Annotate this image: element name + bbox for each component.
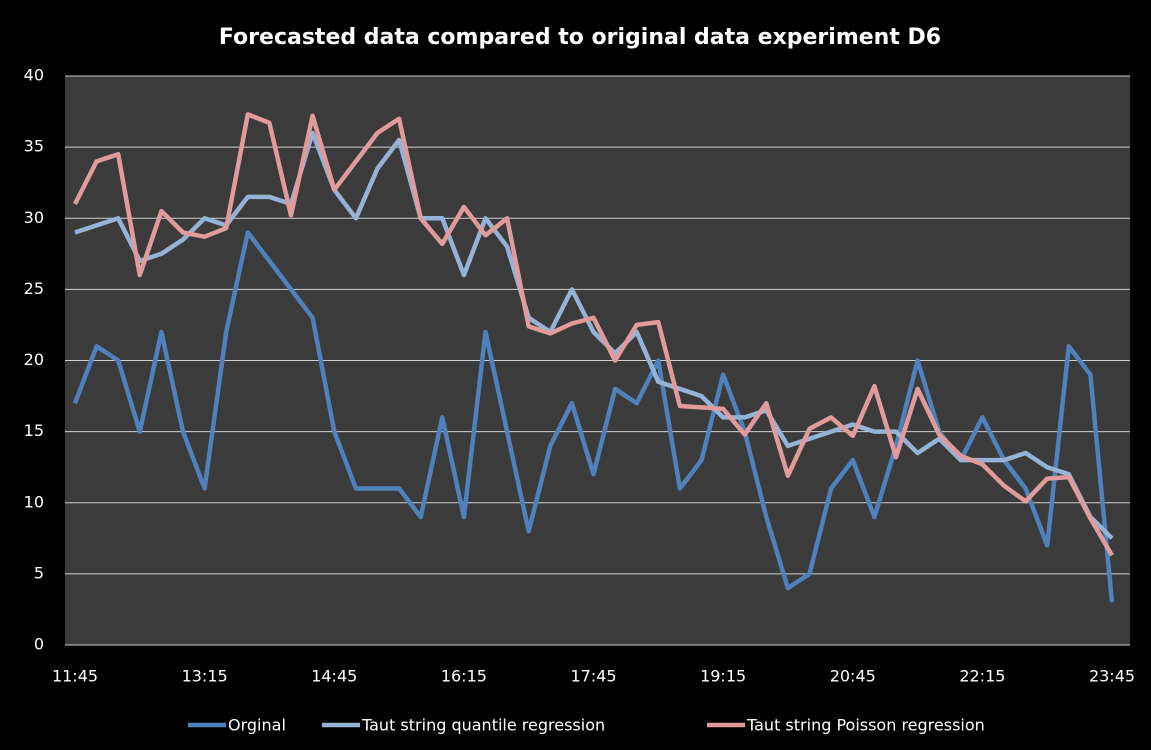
x-tick-label: 22:15	[959, 667, 1005, 686]
y-tick-label: 5	[34, 563, 44, 582]
x-tick-label: 14:45	[311, 667, 357, 686]
x-tick-label: 11:45	[52, 667, 98, 686]
y-tick-label: 10	[24, 492, 44, 511]
y-tick-label: 20	[24, 350, 44, 369]
x-tick-label: 23:45	[1089, 667, 1135, 686]
chart-title: Forecasted data compared to original dat…	[219, 25, 941, 50]
x-tick-label: 13:15	[182, 667, 228, 686]
y-tick-label: 35	[24, 137, 44, 156]
y-tick-label: 40	[24, 66, 44, 85]
x-tick-label: 20:45	[830, 667, 876, 686]
x-tick-label: 19:15	[700, 667, 746, 686]
x-tick-label: 16:15	[441, 667, 487, 686]
series-line	[74, 130, 1114, 540]
legend-label: Orginal	[228, 716, 286, 735]
y-tick-label: 0	[34, 635, 44, 654]
y-tick-label: 15	[24, 421, 44, 440]
series-line	[72, 112, 1114, 557]
x-tick-label: 17:45	[570, 667, 616, 686]
legend-label: Taut string Poisson regression	[746, 716, 985, 735]
y-tick-label: 25	[24, 279, 44, 298]
legend-label: Taut string quantile regression	[361, 716, 605, 735]
y-tick-label: 30	[24, 208, 44, 227]
